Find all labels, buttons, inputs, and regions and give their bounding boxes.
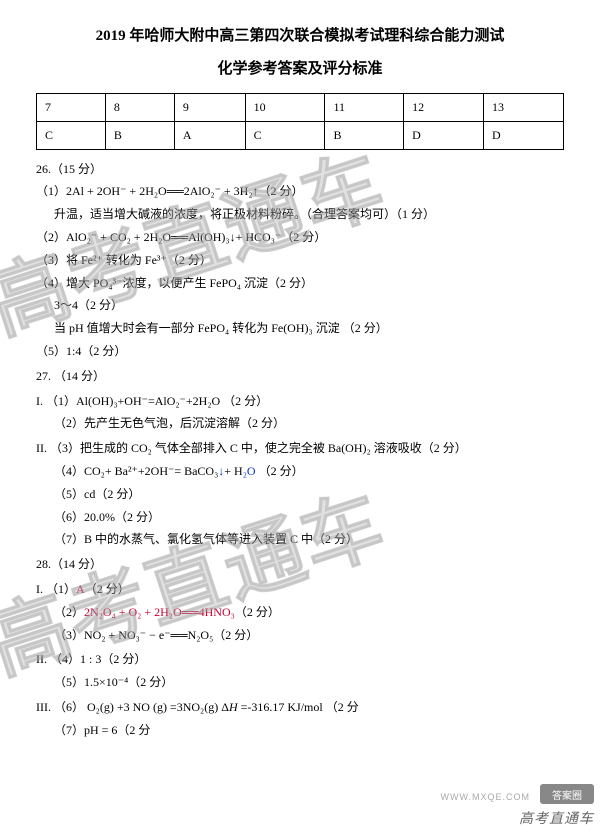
q28-i1b: A xyxy=(76,582,85,596)
roman-label: II. xyxy=(36,652,47,666)
q27-I: I. （1）Al(OH)₃+OH⁻=AlO₂⁻+2H₂O （2 分） xyxy=(36,390,564,413)
page-title: 2019 年哈师大附中高三第四次联合模拟考试理科综合能力测试 xyxy=(36,22,564,51)
exam-answer-page: 2019 年哈师大附中高三第四次联合模拟考试理科综合能力测试 化学参考答案及评分… xyxy=(0,0,600,752)
q26-5: （5）1:4（2 分） xyxy=(36,340,564,363)
q28-ii4: （4）1 : 3（2 分） xyxy=(50,652,146,666)
q26-3: （3）将 Fe²⁺ 转化为 Fe³⁺（2 分） xyxy=(36,249,564,272)
q27-II: II. （3）把生成的 CO₂ 气体全部排入 C 中，使之完全被 Ba(OH)₂… xyxy=(36,437,564,460)
table-cell: 11 xyxy=(325,94,404,122)
daanquan-badge: 答案圈 xyxy=(540,784,594,804)
table-cell: 10 xyxy=(245,94,325,122)
q27-number: 27. （14 分） xyxy=(36,365,564,388)
q26-number: 26.（15 分） xyxy=(36,158,564,181)
q26-1: （1）2Al + 2OH⁻ + 2H₂O══2AlO₂⁻ + 3H₂↑（2 分） xyxy=(36,180,564,203)
table-cell: C xyxy=(245,121,325,149)
table-cell: 12 xyxy=(404,94,484,122)
q27-ii5: （5）cd（2 分） xyxy=(36,483,564,506)
roman-label: II. xyxy=(36,441,47,455)
table-cell: A xyxy=(174,121,245,149)
answer-table: 7 8 9 10 11 12 13 C B A C B D D xyxy=(36,93,564,150)
q26-1b: 升温，适当增大碱液的浓度，将正极材料粉碎。（合理答案均可）（1 分） xyxy=(36,203,564,226)
table-cell: D xyxy=(404,121,484,149)
q28-i2: （2）2N₂O₄ + O₂ + 2H₂O══4HNO₃（2 分） xyxy=(36,601,564,624)
q27-ii7: （7）B 中的水蒸气、氯化氢气体等进入装置 C 中（2 分） xyxy=(36,528,564,551)
roman-label: I. xyxy=(36,394,43,408)
q28-i2a: （2） xyxy=(54,605,84,619)
q28-number: 28.（14 分） xyxy=(36,553,564,576)
q28-i2b: 2N₂O₄ + O₂ + 2H₂O══4HNO₃ xyxy=(84,605,235,619)
q28-III: III. （6） O₂(g) +3 NO (g) =3NO₂(g) ΔH =-3… xyxy=(36,696,564,719)
table-row: C B A C B D D xyxy=(37,121,564,149)
q28-i2c: （2 分） xyxy=(235,605,280,619)
q28-iii6c: =-316.17 KJ/mol （2 分 xyxy=(238,700,359,714)
q26-4c: 当 pH 值增大时会有一部分 FePO₄ 转化为 Fe(OH)₃ 沉淀 （2 分… xyxy=(36,317,564,340)
eq-sub: ₂O xyxy=(243,464,256,478)
gkztc-badge: 高考直通车 xyxy=(519,808,594,828)
q28-iii6a: （6） O₂(g) +3 NO (g) =3NO₂(g) Δ xyxy=(54,700,229,714)
table-cell: D xyxy=(484,121,564,149)
table-cell: C xyxy=(37,121,106,149)
eq-part: （4）CO₂+ Ba²⁺+2OH⁻= BaCO₃ xyxy=(54,464,218,478)
q28-I: I. （1）A（2 分） xyxy=(36,578,564,601)
q28-i1c: （2 分） xyxy=(85,582,130,596)
q27-ii3: （3）把生成的 CO₂ 气体全部排入 C 中，使之完全被 Ba(OH)₂ 溶液吸… xyxy=(50,441,467,455)
q27-ii4: （4）CO₂+ Ba²⁺+2OH⁻= BaCO₃↓+ H₂O （2 分） xyxy=(36,460,564,483)
eq-part: + H xyxy=(224,464,242,478)
roman-label: I. xyxy=(36,582,43,596)
delta-h: H xyxy=(229,700,238,714)
q27-ii6: （6）20.0%（2 分） xyxy=(36,506,564,529)
table-cell: B xyxy=(325,121,404,149)
table-cell: 13 xyxy=(484,94,564,122)
q28-i3: （3）NO₂ + NO₃⁻ − e⁻══N₂O₅（2 分） xyxy=(36,624,564,647)
table-cell: 8 xyxy=(105,94,174,122)
roman-label: III. xyxy=(36,700,51,714)
q27-i2: （2）先产生无色气泡，后沉淀溶解（2 分） xyxy=(36,412,564,435)
eq-score: （2 分） xyxy=(256,464,304,478)
q28-iii7: （7）pH = 6（2 分 xyxy=(36,719,564,742)
q28-ii5: （5）1.5×10⁻⁴（2 分） xyxy=(36,671,564,694)
q26-2: （2）AlO₂⁻ + CO₂ + 2H₂O══Al(OH)₃↓+ HCO₃⁻（2… xyxy=(36,226,564,249)
q28-II: II. （4）1 : 3（2 分） xyxy=(36,648,564,671)
mxqe-badge: WWW.MXQE.COM xyxy=(441,792,531,802)
q28-i1a: （1） xyxy=(46,582,76,596)
page-subtitle: 化学参考答案及评分标准 xyxy=(36,55,564,84)
table-cell: 9 xyxy=(174,94,245,122)
q27-i1: （1）Al(OH)₃+OH⁻=AlO₂⁻+2H₂O （2 分） xyxy=(46,394,268,408)
table-cell: 7 xyxy=(37,94,106,122)
q26-4: （4）增大 PO₄³⁻浓度，以便产生 FePO₄ 沉淀（2 分） xyxy=(36,272,564,295)
table-cell: B xyxy=(105,121,174,149)
q26-4b: 3～4（2 分） xyxy=(36,294,564,317)
table-row: 7 8 9 10 11 12 13 xyxy=(37,94,564,122)
